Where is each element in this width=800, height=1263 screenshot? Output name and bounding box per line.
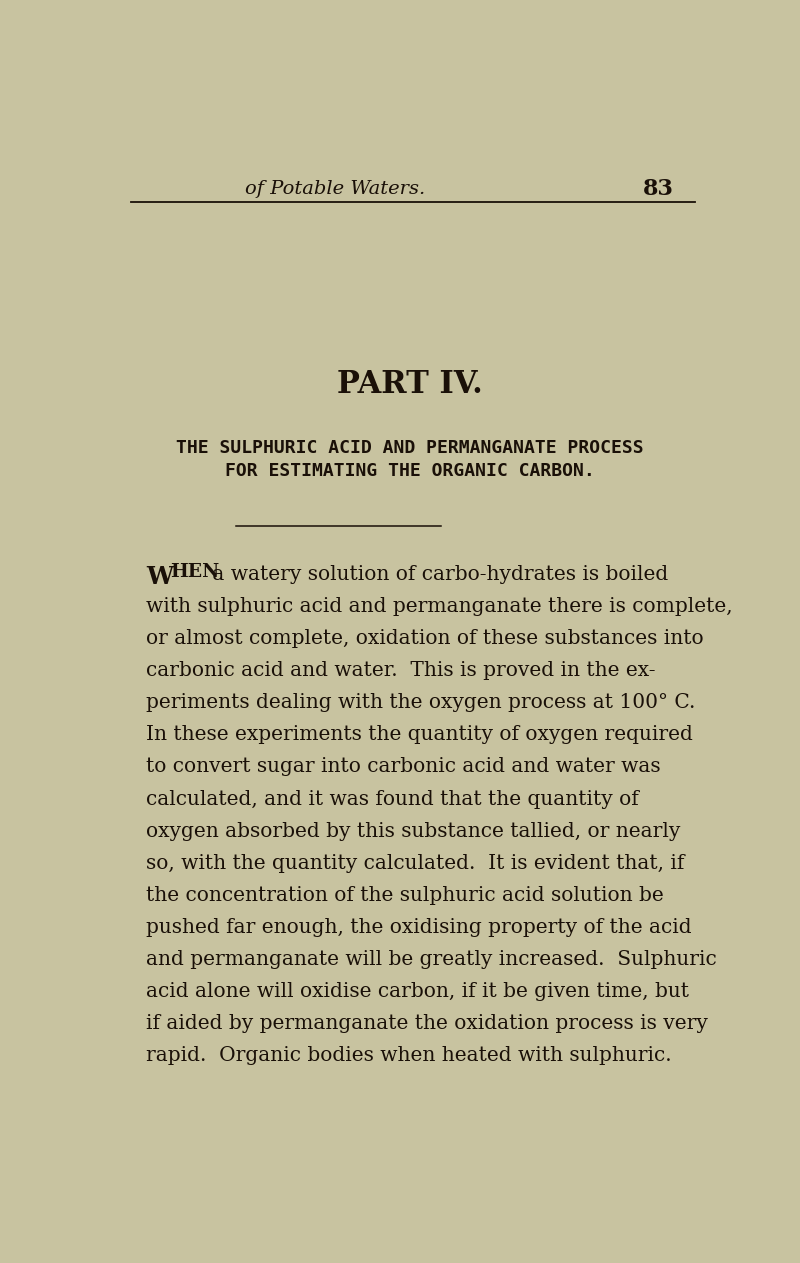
Text: and permanganate will be greatly increased.  Sulphuric: and permanganate will be greatly increas…: [146, 950, 718, 969]
Text: of Potable Waters.: of Potable Waters.: [246, 179, 426, 197]
Text: THE SULPHURIC ACID AND PERMANGANATE PROCESS: THE SULPHURIC ACID AND PERMANGANATE PROC…: [176, 440, 644, 457]
Text: W: W: [146, 565, 174, 589]
Text: if aided by permanganate the oxidation process is very: if aided by permanganate the oxidation p…: [146, 1014, 708, 1033]
Text: the concentration of the sulphuric acid solution be: the concentration of the sulphuric acid …: [146, 885, 664, 904]
Text: pushed far enough, the oxidising property of the acid: pushed far enough, the oxidising propert…: [146, 918, 692, 937]
Text: a watery solution of carbo-hydrates is boiled: a watery solution of carbo-hydrates is b…: [206, 565, 668, 584]
Text: carbonic acid and water.  This is proved in the ex-: carbonic acid and water. This is proved …: [146, 661, 656, 681]
Text: to convert sugar into carbonic acid and water was: to convert sugar into carbonic acid and …: [146, 758, 661, 777]
Text: calculated, and it was found that the quantity of: calculated, and it was found that the qu…: [146, 789, 639, 808]
Text: In these experiments the quantity of oxygen required: In these experiments the quantity of oxy…: [146, 725, 694, 744]
Text: PART IV.: PART IV.: [337, 370, 483, 400]
Text: 83: 83: [642, 178, 674, 200]
Text: with sulphuric acid and permanganate there is complete,: with sulphuric acid and permanganate the…: [146, 597, 733, 616]
Text: or almost complete, oxidation of these substances into: or almost complete, oxidation of these s…: [146, 629, 704, 648]
Text: rapid.  Organic bodies when heated with sulphuric.: rapid. Organic bodies when heated with s…: [146, 1046, 672, 1065]
Text: periments dealing with the oxygen process at 100° C.: periments dealing with the oxygen proces…: [146, 693, 696, 712]
Text: HEN: HEN: [170, 563, 219, 581]
Text: oxygen absorbed by this substance tallied, or nearly: oxygen absorbed by this substance tallie…: [146, 822, 681, 841]
Text: FOR ESTIMATING THE ORGANIC CARBON.: FOR ESTIMATING THE ORGANIC CARBON.: [225, 461, 595, 480]
Text: so, with the quantity calculated.  It is evident that, if: so, with the quantity calculated. It is …: [146, 854, 685, 873]
Text: acid alone will oxidise carbon, if it be given time, but: acid alone will oxidise carbon, if it be…: [146, 983, 690, 1002]
